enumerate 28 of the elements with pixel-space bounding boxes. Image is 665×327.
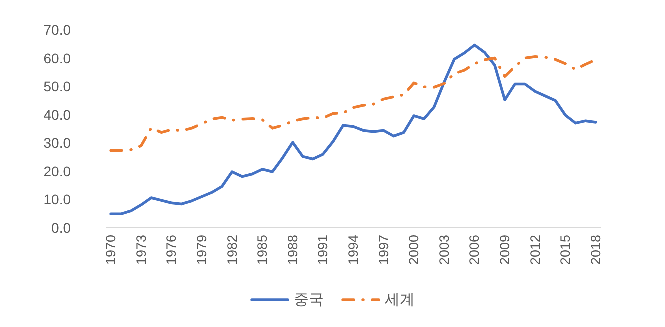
- x-tick-label: 1991: [316, 235, 331, 266]
- y-tick-label: 20.0: [44, 163, 72, 180]
- x-tick-label: 1997: [376, 235, 392, 266]
- y-tick-label: 70.0: [44, 22, 72, 38]
- y-tick-label: 40.0: [44, 106, 72, 123]
- y-tick-label: 60.0: [44, 50, 72, 66]
- x-tick-label: 1994: [346, 234, 361, 266]
- legend-label: 세계: [385, 292, 415, 308]
- line-series: [110, 44, 598, 216]
- legend-label: 중국: [294, 292, 324, 308]
- x-tick-label: 1982: [224, 235, 240, 266]
- y-tick-label: 30.0: [44, 135, 72, 152]
- x-tick-label: 1973: [134, 235, 149, 266]
- x-tick-label: 2003: [436, 235, 452, 266]
- y-tick-label: 50.0: [44, 78, 72, 95]
- x-tick-label: 2006: [467, 235, 482, 266]
- x-tick-label: 1979: [194, 235, 210, 266]
- x-tick-label: 1976: [164, 235, 180, 266]
- x-tick-label: 1988: [285, 235, 300, 266]
- y-tick-label: 0.0: [52, 220, 72, 236]
- x-tick-label: 2015: [558, 235, 574, 266]
- x-tick-label: 2009: [498, 235, 513, 266]
- x-tick-label: 2012: [528, 235, 543, 266]
- x-tick-label: 1985: [255, 235, 270, 266]
- x-tick-label: 2018: [588, 235, 604, 266]
- x-tick-label: 1970: [104, 235, 119, 266]
- x-tick-label: 2000: [406, 235, 422, 266]
- y-tick-label: 10.0: [44, 192, 72, 208]
